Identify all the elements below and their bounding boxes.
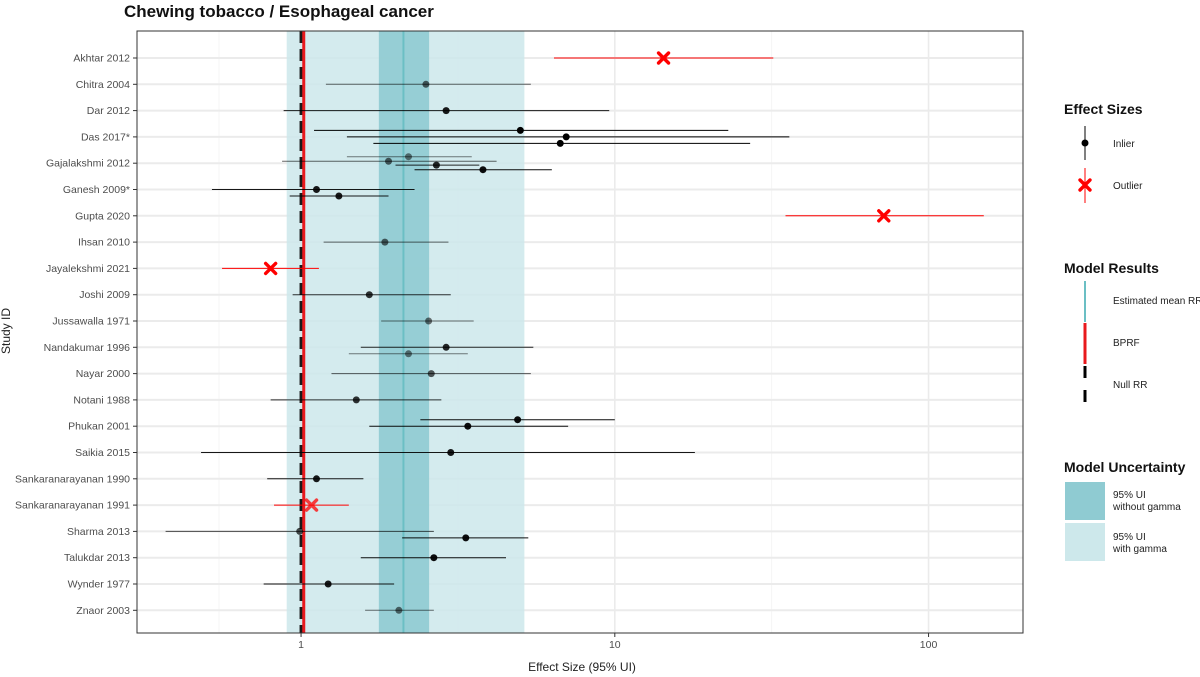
inlier-point: [324, 580, 332, 588]
legend-outlier-point: [1078, 178, 1092, 192]
legend-ui-with-gamma-swatch: [1065, 523, 1105, 561]
inlier-point: [432, 161, 440, 169]
y-tick-label: Akhtar 2012: [73, 53, 130, 65]
inlier-point: [447, 449, 455, 456]
y-tick-label: Gupta 2020: [75, 210, 130, 222]
inlier-point: [381, 238, 389, 246]
legend-ui-with-gamma-label-2: with gamma: [1112, 544, 1167, 555]
inlier-point: [404, 350, 412, 358]
x-tick-label: 10: [609, 639, 621, 651]
y-tick-label: Dar 2012: [87, 105, 130, 117]
inlier-point: [516, 126, 524, 134]
legend-mean-label: Estimated mean RR: [1113, 296, 1200, 307]
legend-ui-without-gamma-label-2: without gamma: [1112, 502, 1181, 513]
inlier-point: [425, 317, 433, 325]
outlier-point: [656, 51, 671, 65]
y-tick-label: Joshi 2009: [79, 289, 130, 301]
inlier-point: [335, 192, 343, 200]
legend-inlier-label: Inlier: [1113, 139, 1135, 150]
y-tick-label: Nandakumar 1996: [44, 342, 131, 354]
inlier-point: [556, 139, 564, 147]
y-tick-label: Sankaranarayanan 1990: [15, 473, 130, 485]
inlier-point: [514, 416, 522, 424]
legend-title-model-results: Model Results: [1064, 260, 1159, 276]
y-tick-label: Talukdar 2013: [64, 552, 130, 564]
y-tick-label: Wynder 1977: [68, 579, 131, 591]
y-tick-label: Ganesh 2009*: [63, 184, 130, 196]
inlier-point: [296, 527, 304, 535]
inlier-point: [422, 80, 430, 88]
y-tick-label: Saikia 2015: [75, 447, 130, 459]
plot-panel: Akhtar 2012 Chitra 2004 Dar 2012 Das 2017* G…: [15, 30, 1024, 651]
outlier-point: [304, 498, 319, 512]
legend-bprf-label: BPRF: [1113, 338, 1140, 349]
y-tick-label: Jayalekshmi 2021: [46, 263, 130, 275]
legend-ui-without-gamma-swatch: [1065, 482, 1105, 520]
y-tick-label: Phukan 2001: [68, 421, 130, 433]
inlier-point: [404, 153, 412, 161]
legend-outlier-label: Outlier: [1113, 181, 1143, 192]
inlier-point: [312, 186, 320, 193]
x-axis-label: Effect Size (95% UI): [528, 660, 636, 674]
inlier-point: [442, 107, 450, 115]
outlier-point: [263, 261, 278, 276]
y-tick-label: Sharma 2013: [67, 526, 130, 538]
inlier-point: [442, 343, 450, 351]
inlier-point: [464, 422, 472, 430]
inlier-point: [352, 396, 360, 404]
y-tick-label: Das 2017*: [81, 131, 130, 143]
inlier-point: [430, 554, 438, 562]
chart-title: Chewing tobacco / Esophageal cancer: [124, 2, 434, 21]
inlier-point: [479, 166, 487, 174]
legend-ui-with-gamma-label-1: 95% UI: [1113, 532, 1146, 543]
legend-inlier-point: [1081, 139, 1089, 147]
x-tick-label: 100: [920, 639, 938, 651]
x-tick-label: 1: [298, 639, 304, 651]
outlier-point: [877, 209, 891, 223]
inlier-point: [312, 475, 320, 483]
y-tick-label: Gajalakshmi 2012: [46, 158, 130, 170]
inlier-point: [365, 291, 373, 299]
y-tick-label: Chitra 2004: [76, 79, 130, 91]
y-axis-label: Study ID: [0, 308, 13, 354]
inlier-point: [427, 370, 435, 378]
inlier-point: [395, 606, 403, 614]
inlier-point: [385, 157, 393, 165]
y-tick-label: Ihsan 2010: [78, 237, 130, 249]
panel-border: [136, 30, 1024, 634]
y-tick-label: Nayar 2000: [76, 368, 130, 380]
y-tick-label: Sankaranarayanan 1991: [15, 500, 130, 512]
legend-title-model-uncertainty: Model Uncertainty: [1064, 459, 1186, 475]
y-tick-label: Notani 1988: [73, 394, 130, 406]
inlier-point: [462, 534, 470, 542]
legend-ui-without-gamma-label-1: 95% UI: [1113, 490, 1146, 501]
inlier-point: [562, 133, 570, 141]
legend-null-label: Null RR: [1113, 380, 1147, 391]
y-tick-label: Jussawalla 1971: [52, 316, 130, 328]
legend-title-effect-sizes: Effect Sizes: [1064, 101, 1143, 117]
legend: Effect Sizes Inlier Outlier Model Results Es…: [1064, 101, 1200, 561]
y-tick-label: Znaor 2003: [76, 605, 130, 617]
